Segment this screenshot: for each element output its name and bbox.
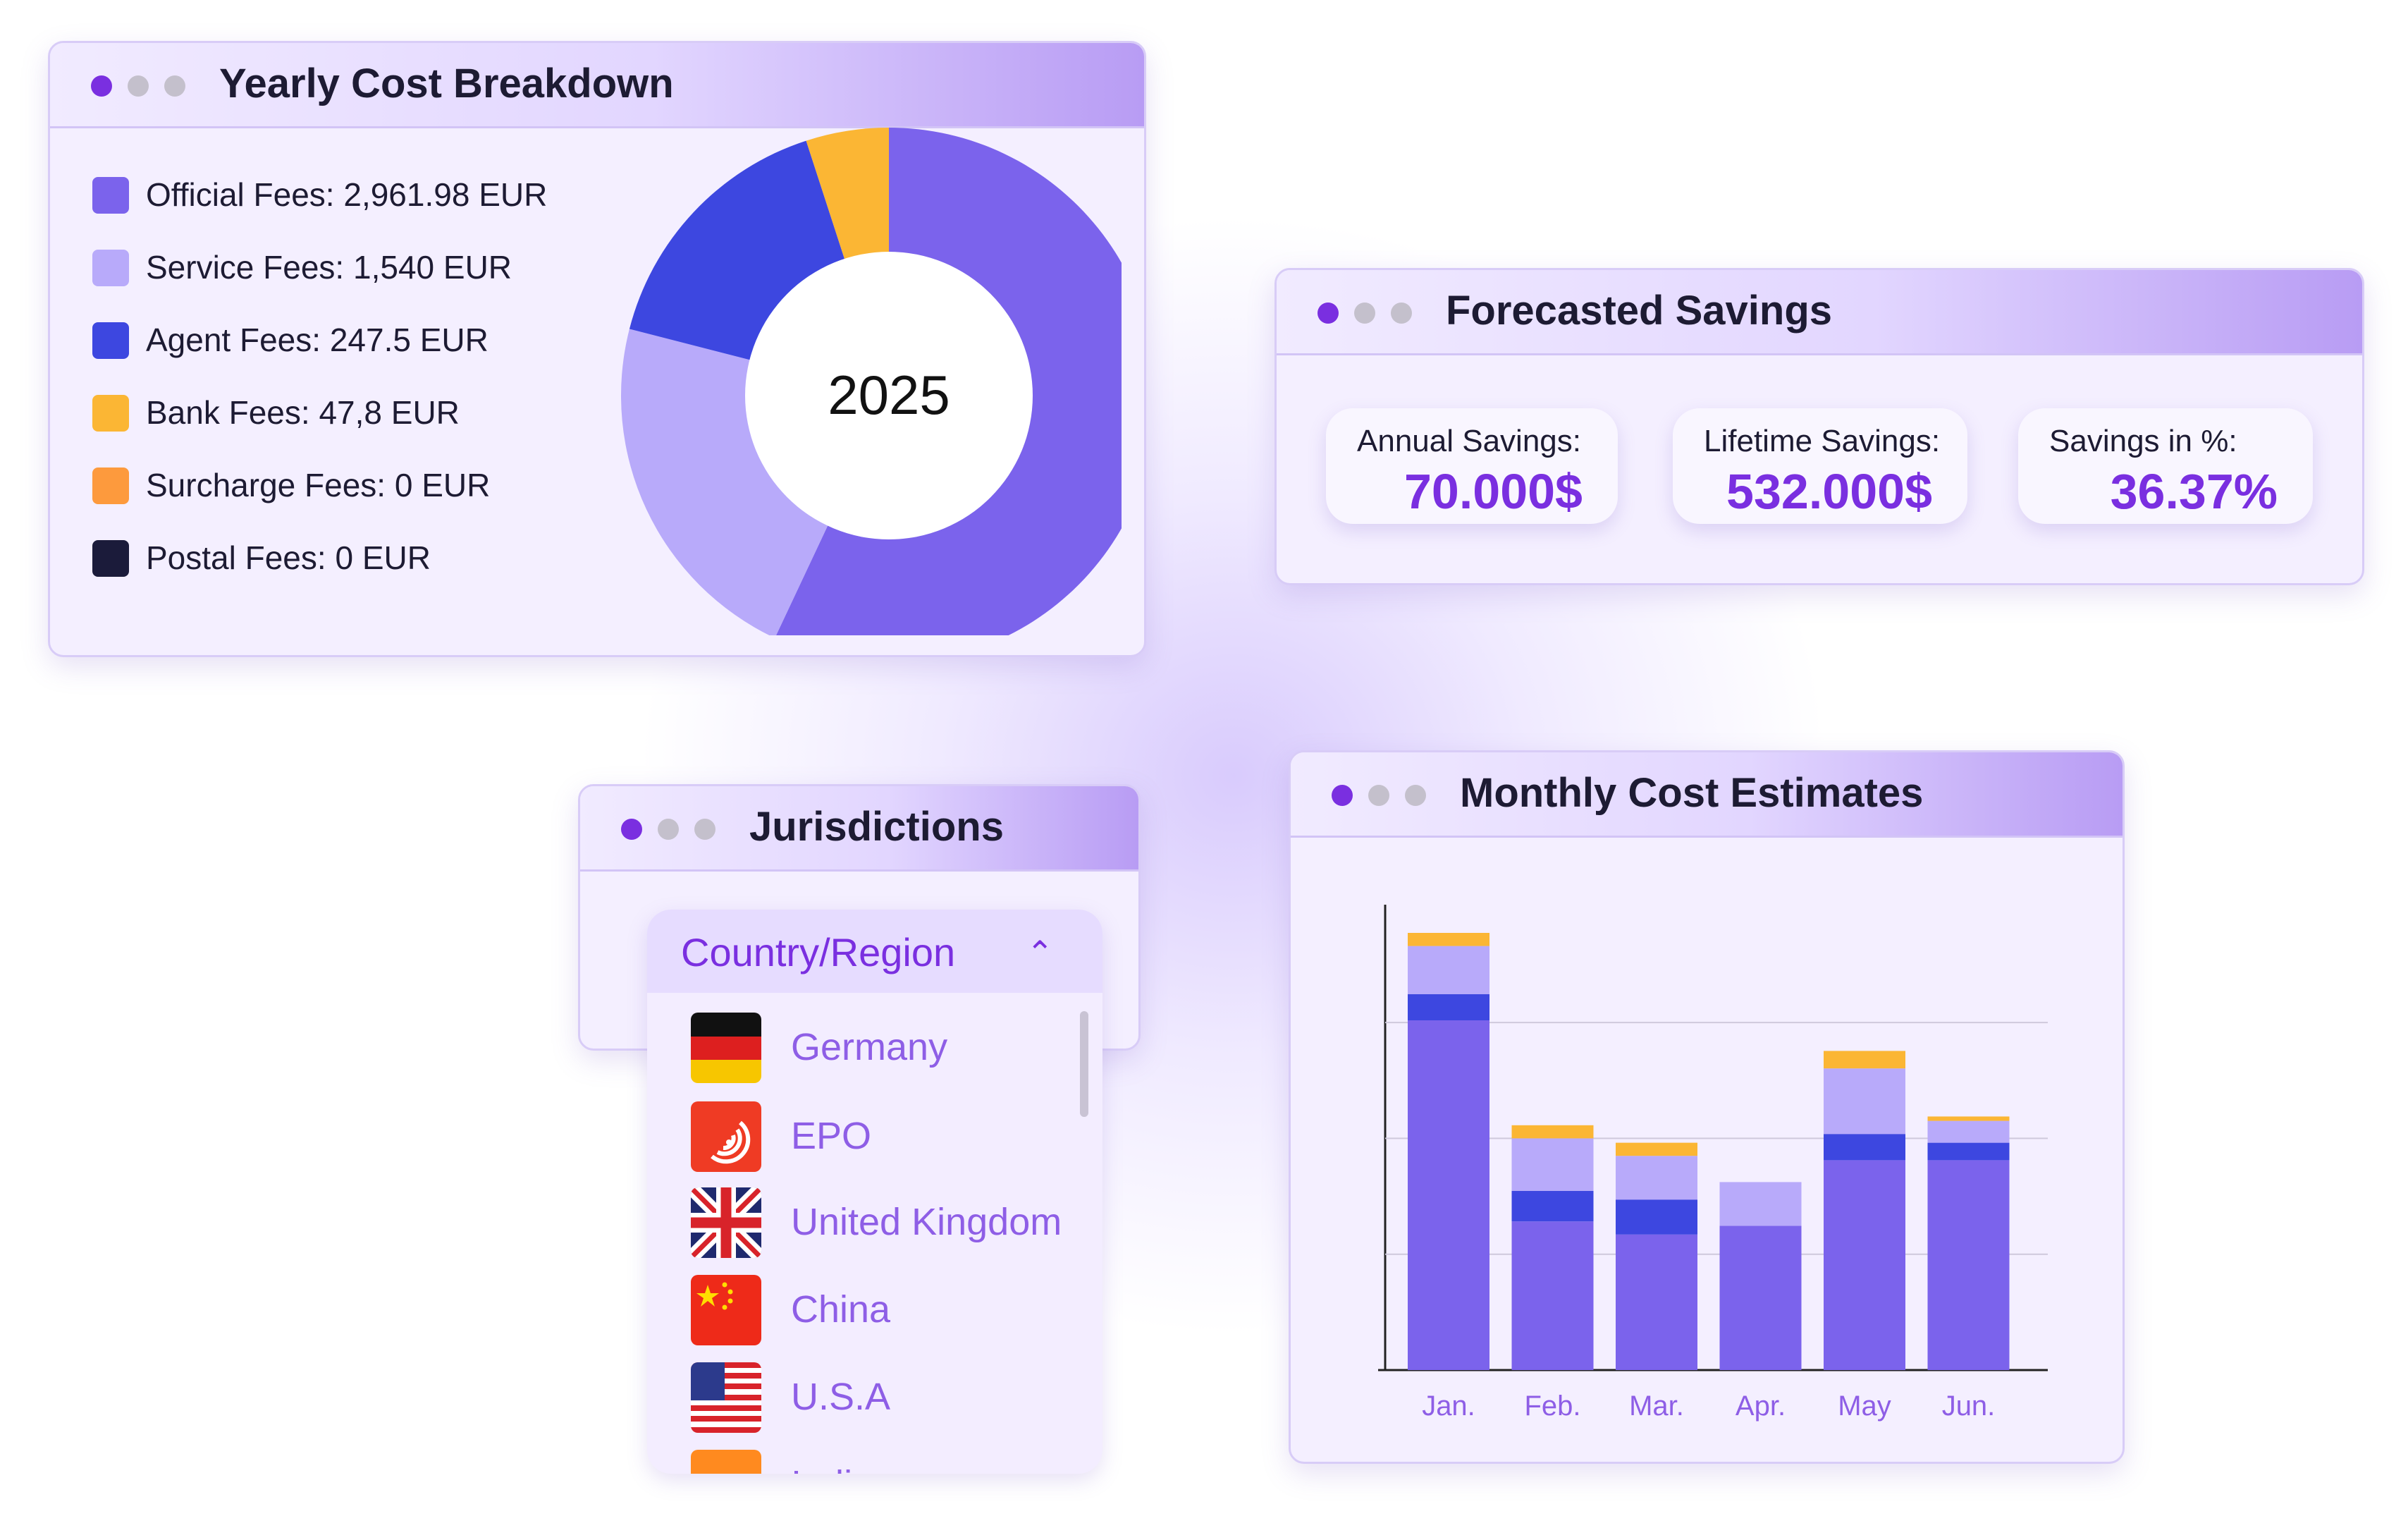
bar-segment-service-fees[interactable]	[1927, 1120, 2010, 1143]
window-dot-active[interactable]	[1332, 785, 1353, 806]
window-dot[interactable]	[1391, 302, 1412, 324]
country-name: United Kingdom	[791, 1201, 1062, 1243]
legend-swatch	[92, 177, 129, 214]
country-option-epo[interactable]: EPO	[647, 1101, 1070, 1179]
china-flag-icon	[691, 1275, 761, 1345]
bar-segment-bank-fees[interactable]	[1616, 1142, 1697, 1156]
x-tick-label: Jun.	[1942, 1391, 1996, 1422]
window-dot-active[interactable]	[621, 819, 642, 840]
country-name: China	[791, 1288, 891, 1331]
bar-segment-agent-fees[interactable]	[1824, 1134, 1905, 1161]
card-value: 70.000$	[1403, 464, 1583, 519]
card-label: Savings in %:	[2049, 424, 2237, 458]
yearly-cost-window: Yearly Cost Breakdown Official Fees: 2,9…	[48, 41, 1146, 657]
x-tick-label: Mar.	[1629, 1391, 1684, 1422]
window-dot-active[interactable]	[1317, 302, 1339, 324]
donut-center-label: 2025	[828, 364, 950, 426]
legend-label: Surcharge Fees: 0 EUR	[146, 467, 491, 503]
bar-segment-agent-fees[interactable]	[1927, 1142, 2010, 1161]
card-label: Lifetime Savings:	[1704, 424, 1941, 458]
bar-segment-agent-fees[interactable]	[1616, 1199, 1697, 1235]
country-name: India	[791, 1462, 873, 1474]
bar-segment-agent-fees[interactable]	[1511, 1190, 1594, 1222]
country-option-china[interactable]: China	[647, 1275, 1070, 1352]
usa-flag-icon	[691, 1362, 761, 1433]
legend-swatch	[92, 395, 129, 432]
bar-segment-service-fees[interactable]	[1408, 946, 1489, 994]
bar-segment-service-fees[interactable]	[1616, 1156, 1697, 1200]
yearly-title: Yearly Cost Breakdown	[219, 61, 674, 106]
bar-segment-bank-fees[interactable]	[1408, 933, 1489, 946]
x-tick-label: Feb.	[1524, 1391, 1580, 1422]
window-dot[interactable]	[1368, 785, 1389, 806]
monthly-bar-chart: Jan. Feb. Mar. Apr. May Jun.	[1378, 905, 2048, 1422]
lifetime-savings-card: Lifetime Savings: 532.000$	[1673, 408, 1967, 524]
legend-swatch	[92, 468, 129, 504]
legend-label: Service Fees: 1,540 EUR	[146, 249, 512, 286]
dropdown-scrollbar[interactable]	[1080, 1011, 1088, 1117]
monthly-cost-window: Monthly Cost Estimates Jan. Feb. Mar. Apr. M…	[1289, 750, 2125, 1464]
bar-segment-official-fees[interactable]	[1511, 1221, 1594, 1370]
bar-segment-bank-fees[interactable]	[1511, 1125, 1594, 1139]
legend-label: Bank Fees: 47,8 EUR	[146, 394, 460, 431]
legend-swatch	[92, 322, 129, 359]
card-value: 532.000$	[1726, 464, 1932, 519]
jurisdictions-titlebar: Jurisdictions	[580, 786, 1138, 872]
country-region-dropdown[interactable]: Country/Region ⌃ Germany EPO	[647, 910, 1102, 1474]
country-option-germany[interactable]: Germany	[647, 1013, 1070, 1090]
country-name: U.S.A	[791, 1376, 891, 1418]
bar-segment-service-fees[interactable]	[1824, 1068, 1905, 1135]
card-label: Annual Savings:	[1357, 424, 1581, 458]
country-option-india[interactable]: India	[647, 1450, 1070, 1474]
window-dot-active[interactable]	[91, 75, 112, 97]
window-dot[interactable]	[694, 819, 715, 840]
card-value: 36.37%	[2110, 464, 2278, 519]
donut-chart: 2025	[621, 128, 1122, 635]
forecasted-savings-window: Forecasted Savings Annual Savings: 70.00…	[1274, 268, 2364, 585]
legend-label: Agent Fees: 247.5 EUR	[146, 322, 489, 358]
x-tick-label: Jan.	[1422, 1391, 1475, 1422]
bar-segment-bank-fees[interactable]	[1824, 1051, 1905, 1069]
window-dot[interactable]	[658, 819, 679, 840]
country-option-usa[interactable]: U.S.A	[647, 1362, 1070, 1440]
country-option-united-kingdom[interactable]: United Kingdom	[647, 1187, 1070, 1265]
bar-segment-agent-fees[interactable]	[1408, 994, 1489, 1020]
bar-segment-official-fees[interactable]	[1616, 1234, 1697, 1370]
uk-flag-icon	[691, 1187, 761, 1258]
bar-segment-service-fees[interactable]	[1719, 1182, 1802, 1226]
jurisdictions-title: Jurisdictions	[749, 804, 1004, 850]
yearly-titlebar: Yearly Cost Breakdown	[50, 43, 1144, 128]
savings-titlebar: Forecasted Savings	[1277, 270, 2362, 355]
bar-segment-service-fees[interactable]	[1511, 1138, 1594, 1191]
legend-label: Official Fees: 2,961.98 EUR	[146, 176, 548, 213]
monthly-title: Monthly Cost Estimates	[1460, 770, 1924, 816]
savings-percent-card: Savings in %: 36.37%	[2018, 408, 2313, 524]
monthly-titlebar: Monthly Cost Estimates	[1291, 752, 2123, 838]
epo-logo-icon	[691, 1101, 761, 1172]
window-dot[interactable]	[1405, 785, 1426, 806]
india-flag-icon	[691, 1450, 761, 1474]
x-tick-label: May	[1838, 1391, 1891, 1422]
bar-segment-official-fees[interactable]	[1927, 1160, 2010, 1370]
bar-segment-bank-fees[interactable]	[1927, 1116, 2010, 1121]
legend-swatch	[92, 540, 129, 577]
bar-segment-official-fees[interactable]	[1824, 1160, 1905, 1370]
legend-label: Postal Fees: 0 EUR	[146, 539, 431, 576]
savings-title: Forecasted Savings	[1446, 288, 1832, 334]
legend-swatch	[92, 250, 129, 286]
germany-flag-icon	[691, 1013, 761, 1083]
chevron-up-icon[interactable]: ⌃	[1026, 934, 1054, 971]
x-tick-label: Apr.	[1736, 1391, 1786, 1422]
donut-hole	[745, 252, 1033, 539]
window-dot[interactable]	[1354, 302, 1375, 324]
country-name: Germany	[791, 1026, 948, 1068]
bar-segment-official-fees[interactable]	[1408, 1020, 1489, 1370]
window-dot[interactable]	[128, 75, 149, 97]
dropdown-label: Country/Region	[681, 930, 956, 974]
bar-segment-official-fees[interactable]	[1719, 1226, 1802, 1370]
country-name: EPO	[791, 1115, 872, 1157]
window-dot[interactable]	[164, 75, 185, 97]
dropdown-header[interactable]: Country/Region ⌃	[647, 910, 1102, 993]
annual-savings-card: Annual Savings: 70.000$	[1326, 408, 1618, 524]
